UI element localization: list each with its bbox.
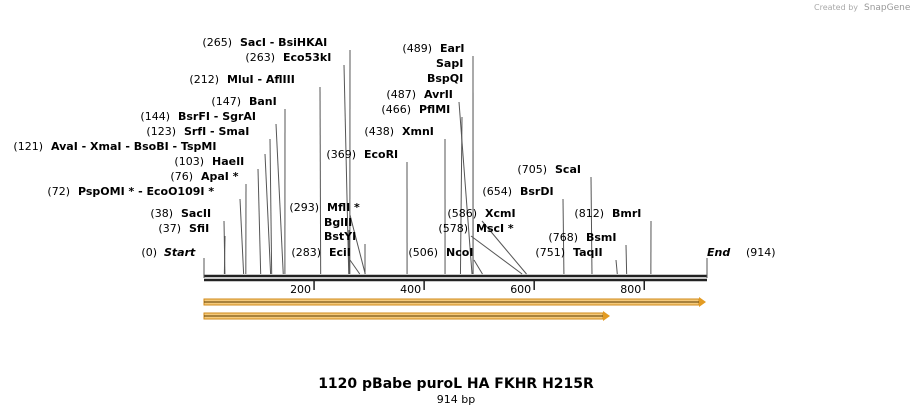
site-connector	[343, 64, 350, 275]
site-position: (37)	[158, 222, 181, 235]
site-position: (487)	[386, 88, 416, 101]
site-position: (212)	[189, 73, 219, 86]
start-label: Start	[164, 246, 196, 259]
feature-arrow-head	[699, 297, 706, 307]
enzyme-name: PflMI	[419, 103, 450, 116]
site-connector	[275, 123, 284, 275]
enzyme-name: XmnI	[402, 125, 434, 138]
feature-arrow-head	[603, 311, 610, 321]
site-connector	[458, 101, 473, 275]
enzyme-name: BstYI	[324, 230, 356, 243]
site-connector	[349, 259, 361, 275]
enzyme-name: BspQI	[427, 72, 463, 85]
site-position: (76)	[170, 170, 193, 183]
site-connector	[264, 153, 272, 275]
site-position: (38)	[150, 207, 173, 220]
subtitle: 914 bp	[437, 393, 475, 406]
enzyme-name: BanI	[249, 95, 277, 108]
site-position: (144)	[140, 110, 170, 123]
site-position: (121)	[13, 140, 43, 153]
site-position: (123)	[146, 125, 176, 138]
enzyme-name: BsrFI - SgrAI	[178, 110, 256, 123]
credit: Created by	[814, 3, 858, 12]
enzyme-name: BglII	[324, 216, 352, 229]
site-connector	[481, 220, 527, 275]
site-position: (72)	[47, 185, 70, 198]
site-connector	[473, 259, 483, 275]
site-position: (466)	[381, 103, 411, 116]
enzyme-name: Eco53kI	[283, 51, 331, 64]
enzyme-name: EarI	[440, 42, 464, 55]
enzyme-name: AvaI - XmaI - BsoBI - TspMI	[51, 140, 216, 153]
ruler-label: 400	[400, 283, 421, 296]
ruler-label: 200	[290, 283, 311, 296]
site-connector	[590, 176, 593, 275]
site-connector	[459, 116, 463, 275]
ruler-label: 600	[510, 283, 531, 296]
enzyme-name: ScaI	[555, 163, 581, 176]
site-position: (369)	[326, 148, 356, 161]
site-connector	[223, 235, 226, 275]
site-position: (751)	[535, 246, 565, 259]
site-position: (578)	[438, 222, 468, 235]
site-connector	[615, 259, 618, 275]
site-connector	[319, 86, 322, 275]
enzyme-name: MscI *	[476, 222, 514, 235]
enzyme-name: SfiI	[189, 222, 209, 235]
enzyme-name: SacII	[181, 207, 211, 220]
site-position: (147)	[211, 95, 241, 108]
start-position: (0)	[141, 246, 157, 259]
site-connector	[470, 235, 523, 275]
enzyme-name: SrfI - SmaI	[184, 125, 249, 138]
site-position: (283)	[291, 246, 321, 259]
enzyme-name: PspOMI * - EcoO109I *	[78, 185, 214, 198]
enzyme-name: XcmI	[485, 207, 516, 220]
site-connector	[257, 168, 262, 275]
site-position: (489)	[402, 42, 432, 55]
end-label: End	[707, 246, 730, 259]
brand[interactable]: SnapGene	[864, 3, 911, 13]
site-connector	[349, 214, 366, 275]
enzyme-name: NcoI	[446, 246, 473, 259]
enzyme-name: MluI - AflIII	[227, 73, 295, 86]
enzyme-name: EcoRI	[364, 148, 398, 161]
site-position: (103)	[174, 155, 204, 168]
end-position: (914)	[746, 246, 776, 259]
site-position: (812)	[574, 207, 604, 220]
enzyme-name: TaqII	[573, 246, 603, 259]
enzyme-name: EciI	[329, 246, 351, 259]
site-position: (506)	[408, 246, 438, 259]
enzyme-name: ApaI *	[201, 170, 239, 183]
site-position: (293)	[289, 201, 319, 214]
title: 1120 pBabe puroL HA FKHR H215R	[318, 376, 594, 392]
ruler-label: 800	[620, 283, 641, 296]
site-position: (654)	[482, 185, 512, 198]
enzyme-name: MflI *	[327, 201, 360, 214]
enzyme-name: SapI	[436, 57, 463, 70]
site-position: (705)	[517, 163, 547, 176]
site-connector	[269, 138, 273, 275]
site-connector	[239, 198, 245, 275]
site-connector	[562, 198, 565, 275]
site-connector	[625, 244, 628, 275]
site-position: (586)	[447, 207, 477, 220]
site-position: (768)	[548, 231, 578, 244]
site-position: (263)	[245, 51, 275, 64]
enzyme-name: SacI - BsiHKAI	[240, 36, 327, 49]
site-position: (438)	[364, 125, 394, 138]
enzyme-name: BsrDI	[520, 185, 554, 198]
enzyme-name: AvrII	[424, 88, 453, 101]
enzyme-name: BmrI	[612, 207, 641, 220]
enzyme-name: HaeII	[212, 155, 244, 168]
site-position: (265)	[202, 36, 232, 49]
enzyme-name: BsmI	[586, 231, 617, 244]
